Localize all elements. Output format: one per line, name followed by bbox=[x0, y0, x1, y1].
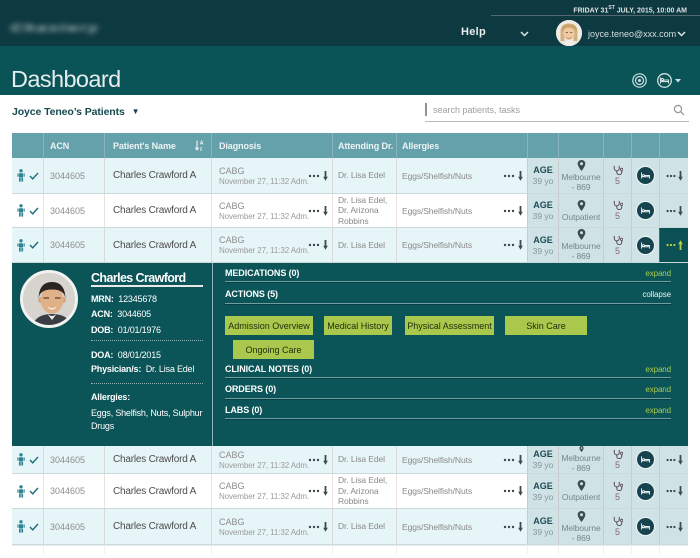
svg-text:A: A bbox=[200, 141, 204, 147]
svg-text:z: z bbox=[200, 146, 203, 151]
